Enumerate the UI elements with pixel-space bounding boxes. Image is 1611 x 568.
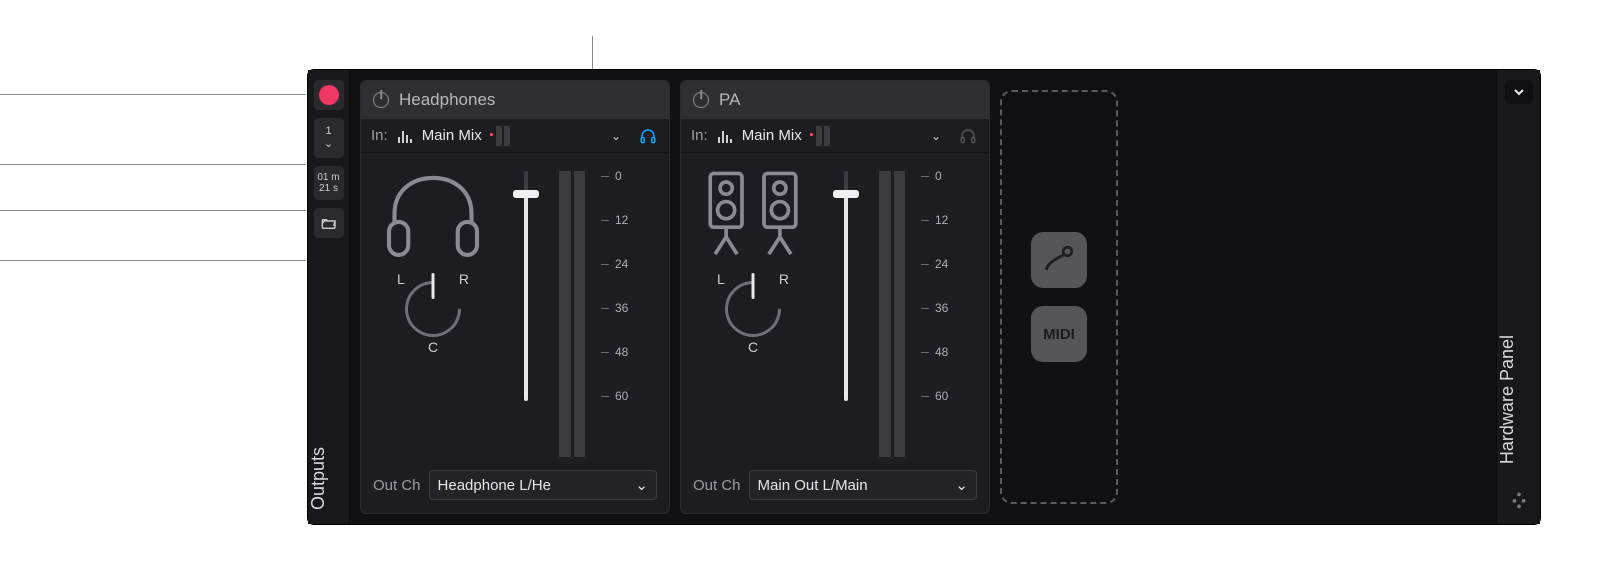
in-label: In: xyxy=(371,127,388,144)
volume-fader[interactable] xyxy=(832,171,860,401)
record-button[interactable] xyxy=(314,80,344,110)
db-scale: 0 12 24 36 48 60 xyxy=(915,165,963,407)
hardware-menu-button[interactable] xyxy=(1497,488,1540,510)
pan-center-label: C xyxy=(428,339,438,355)
headphones-icon xyxy=(639,127,657,145)
input-dropdown[interactable]: ⌄ xyxy=(931,129,941,143)
scale-tick: 60 xyxy=(921,389,963,403)
power-icon[interactable] xyxy=(373,92,389,108)
card-input-row: In: Main Mix ⌄ xyxy=(361,119,669,153)
scale-tick: 48 xyxy=(921,345,963,359)
scale-tick: 36 xyxy=(601,301,643,315)
mix-name: Main Mix xyxy=(422,127,482,144)
time-display: 01 m 21 s xyxy=(314,166,344,200)
out-channel-select[interactable]: Main Out L/Main ⌄ xyxy=(749,470,977,500)
chevron-down-icon: ⌄ xyxy=(324,139,333,150)
add-midi-output-button[interactable]: MIDI xyxy=(1031,306,1087,362)
level-meter xyxy=(879,165,905,463)
card-header: PA xyxy=(681,81,989,119)
device-icon-column: L R C xyxy=(373,165,493,463)
preset-number: 1 xyxy=(325,126,331,137)
outputs-panel: 1 ⌄ 01 m 21 s Outputs Headphones In: xyxy=(308,70,1540,524)
output-cards: Headphones In: Main Mix ⌄ xyxy=(350,70,1128,524)
time-minutes: 01 m xyxy=(317,172,339,184)
power-icon[interactable] xyxy=(693,92,709,108)
pan-left-label: L xyxy=(717,271,725,287)
out-channel-label: Out Ch xyxy=(373,477,421,494)
scale-tick: 48 xyxy=(601,345,643,359)
level-meter xyxy=(559,165,585,463)
time-seconds: 21 s xyxy=(319,183,338,195)
out-channel-label: Out Ch xyxy=(693,477,741,494)
hardware-panel-label: Hardware Panel xyxy=(1497,335,1540,464)
pan-knob[interactable]: L R C xyxy=(713,271,793,355)
speakers-large-icon xyxy=(698,165,808,265)
scale-tick: 24 xyxy=(601,257,643,271)
chevron-down-icon xyxy=(1511,84,1527,100)
pan-knob[interactable]: L R C xyxy=(393,271,473,355)
dots-icon xyxy=(1508,488,1530,510)
in-label: In: xyxy=(691,127,708,144)
scale-tick: 12 xyxy=(601,213,643,227)
callout-line xyxy=(0,94,306,95)
card-body: L R C 0 12 xyxy=(681,153,989,467)
scale-tick: 12 xyxy=(921,213,963,227)
mini-meter xyxy=(496,126,514,146)
pan-left-label: L xyxy=(397,271,405,287)
out-channel-value: Headphone L/He xyxy=(438,477,551,494)
out-channel-select[interactable]: Headphone L/He ⌄ xyxy=(429,470,657,500)
midi-label: MIDI xyxy=(1043,326,1075,343)
hardware-panel-strip: Hardware Panel xyxy=(1496,70,1540,524)
output-card-headphones: Headphones In: Main Mix ⌄ xyxy=(360,80,670,514)
scale-tick: 24 xyxy=(921,257,963,271)
callout-line xyxy=(0,164,306,165)
left-toolbar: 1 ⌄ 01 m 21 s Outputs xyxy=(308,70,350,524)
callout-line xyxy=(0,260,306,261)
card-title: PA xyxy=(719,90,740,110)
level-bars-icon xyxy=(718,129,732,143)
fader-column xyxy=(823,165,869,463)
headphones-icon xyxy=(959,127,977,145)
chevron-down-icon: ⌄ xyxy=(955,476,968,494)
card-title: Headphones xyxy=(399,90,495,110)
add-output-dropzone[interactable]: MIDI xyxy=(1000,90,1118,504)
pan-center-label: C xyxy=(748,339,758,355)
card-header: Headphones xyxy=(361,81,669,119)
preset-selector[interactable]: 1 ⌄ xyxy=(314,118,344,158)
card-body: L R C 0 12 xyxy=(361,153,669,467)
card-input-row: In: Main Mix ⌄ xyxy=(681,119,989,153)
mix-name: Main Mix xyxy=(742,127,802,144)
output-card-pa: PA In: Main Mix ⌄ xyxy=(680,80,990,514)
callout-line xyxy=(0,210,306,211)
fader-column xyxy=(503,165,549,463)
card-footer: Out Ch Main Out L/Main ⌄ xyxy=(681,467,989,513)
chevron-down-icon: ⌄ xyxy=(635,476,648,494)
outputs-section-label: Outputs xyxy=(308,447,349,510)
folder-open-icon xyxy=(321,215,337,231)
record-icon xyxy=(319,85,339,105)
aux-jack-icon xyxy=(1042,243,1076,277)
scale-tick: 0 xyxy=(921,169,963,183)
scale-tick: 60 xyxy=(601,389,643,403)
headphones-large-icon xyxy=(378,165,488,265)
folder-button[interactable] xyxy=(314,208,344,238)
scale-tick: 0 xyxy=(601,169,643,183)
input-dropdown[interactable]: ⌄ xyxy=(611,129,621,143)
card-footer: Out Ch Headphone L/He ⌄ xyxy=(361,467,669,513)
scale-tick: 36 xyxy=(921,301,963,315)
out-channel-value: Main Out L/Main xyxy=(758,477,868,494)
volume-fader[interactable] xyxy=(512,171,540,401)
level-bars-icon xyxy=(398,129,412,143)
add-audio-output-button[interactable] xyxy=(1031,232,1087,288)
monitor-toggle[interactable] xyxy=(637,125,659,147)
db-scale: 0 12 24 36 48 60 xyxy=(595,165,643,407)
monitor-toggle[interactable] xyxy=(957,125,979,147)
hardware-expand-button[interactable] xyxy=(1505,80,1533,104)
device-icon-column: L R C xyxy=(693,165,813,463)
mini-meter xyxy=(816,126,834,146)
